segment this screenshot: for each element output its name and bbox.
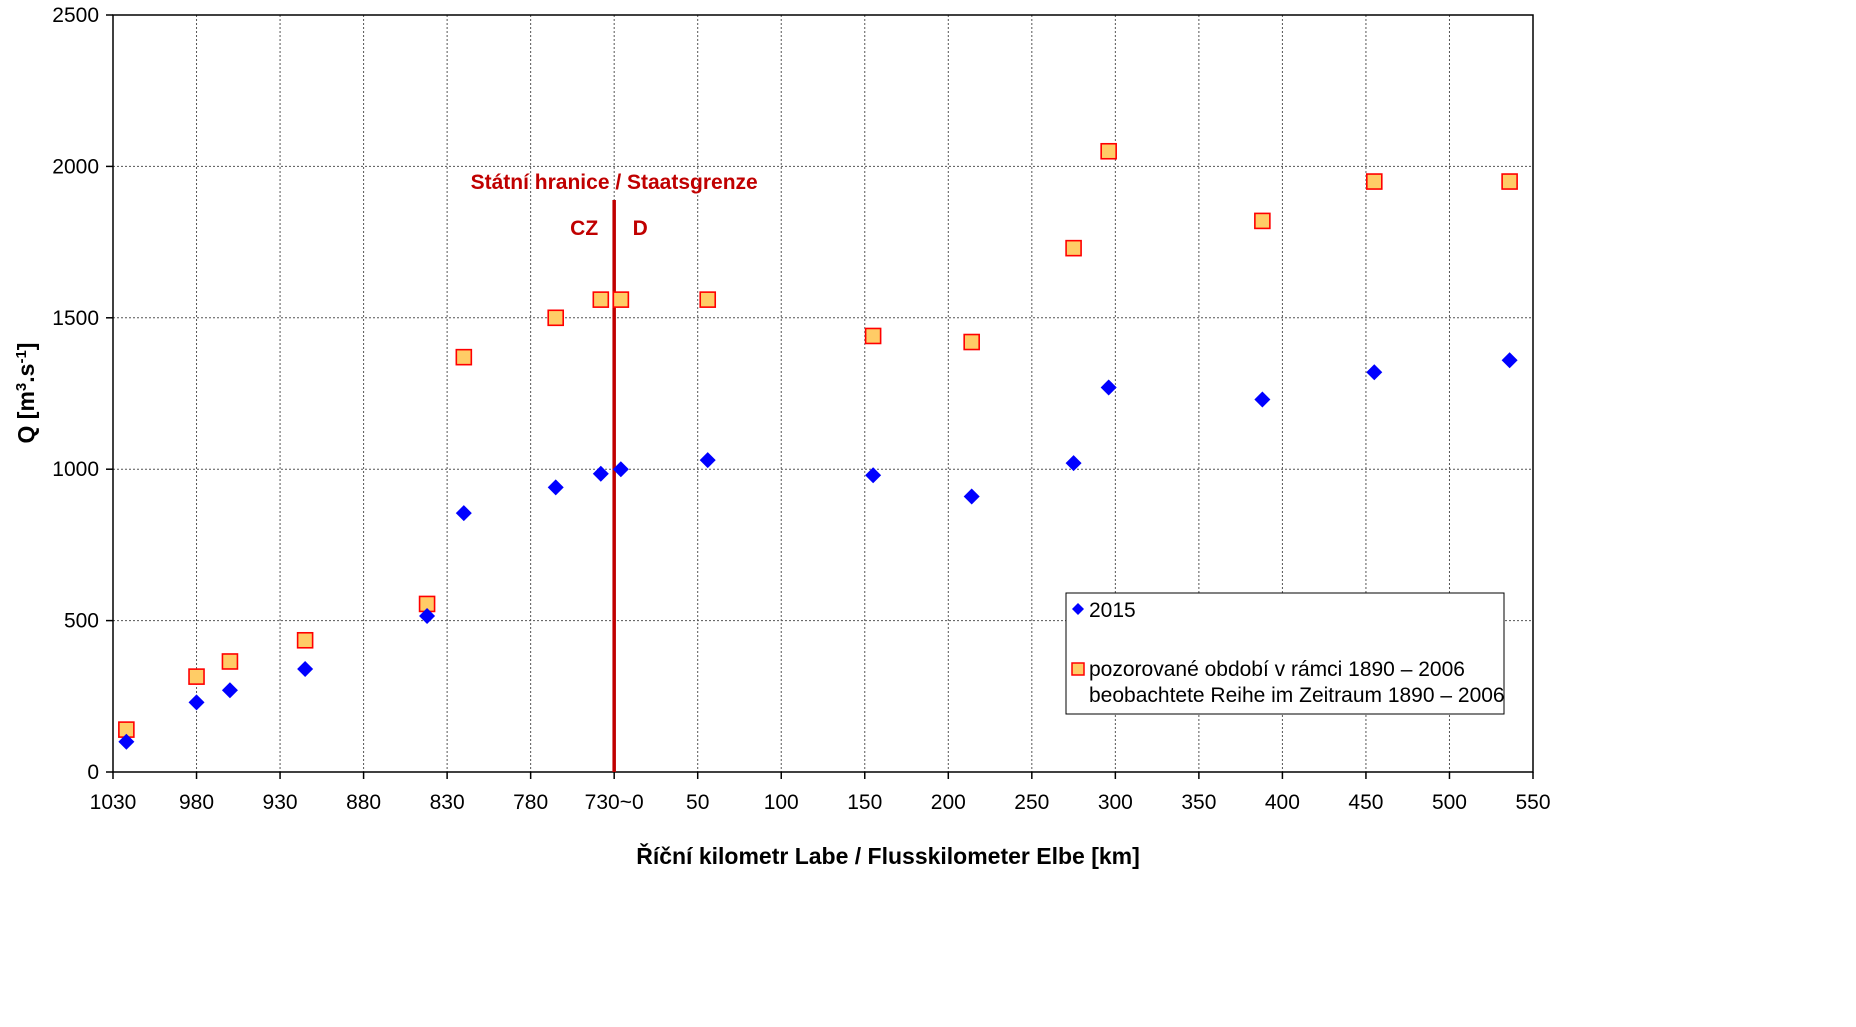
legend: 2015 pozorované období v rámci 1890 – 20… [1065,592,1505,715]
data-point-historical [188,668,205,685]
legend-marker-2015 [1072,603,1084,615]
legend-marker-historical [1071,662,1085,676]
y-axis-title: Q [m3.s-1] [13,343,40,444]
data-point-2015 [1366,364,1383,381]
data-point-2015 [297,661,314,678]
data-point-2015 [699,452,716,469]
x-tick-label: 200 [931,791,966,814]
y-tick-label: 500 [64,610,99,633]
x-tick-label: 300 [1098,791,1133,814]
x-tick-label: 980 [179,791,214,814]
plot-area-border [112,14,1534,773]
x-tick-label: 930 [263,791,298,814]
state-border-label: Státní hranice / Staatsgrenze [471,171,758,194]
data-point-historical [963,333,980,351]
y-axis: 0 500 1000 1500 2000 2500 [52,4,113,784]
x-tick-label: 550 [1515,791,1550,814]
data-point-2015 [592,465,609,482]
x-tick-label: 400 [1265,791,1300,814]
x-tick-label: 250 [1014,791,1049,814]
data-point-2015 [419,608,436,625]
y-tick-label: 2000 [52,155,99,178]
data-point-historical [296,631,314,649]
x-tick-label: 730~0 [585,791,644,814]
data-point-historical [1365,173,1383,190]
data-point-2015 [612,461,629,478]
grid [113,15,1533,772]
x-tick-label: 780 [513,791,548,814]
data-point-historical [1254,212,1271,230]
x-tick-label: 830 [430,791,465,814]
legend-label-historical-line1: pozorované období v rámci 1890 – 2006 [1089,658,1465,681]
x-tick-label: 1030 [90,791,137,814]
x-tick-label: 880 [346,791,381,814]
data-point-2015 [118,733,135,750]
data-point-2015 [1501,352,1518,369]
data-point-historical [455,348,473,366]
x-tick-label: 150 [847,791,882,814]
series-historical [118,142,1518,738]
data-point-historical [592,291,610,308]
data-point-historical [221,653,239,670]
y-tick-label: 0 [87,761,99,784]
data-point-2015 [1065,455,1082,472]
data-point-historical [699,291,717,308]
data-point-2015 [221,682,238,699]
x-tick-label: 100 [764,791,799,814]
data-point-2015 [455,505,472,522]
data-point-historical [1065,239,1082,257]
x-tick-label: 350 [1181,791,1216,814]
y-tick-label: 1500 [52,307,99,330]
data-point-historical [547,309,565,327]
border-label-cz: CZ [570,217,598,240]
legend-box [1065,592,1505,715]
data-point-2015 [1100,379,1117,396]
data-point-2015 [1254,391,1271,408]
data-point-historical [612,291,630,308]
data-point-2015 [963,488,980,505]
legend-label-historical-line2: beobachtete Reihe im Zeitraum 1890 – 200… [1089,684,1505,707]
x-axis: 1030 980 930 880 830 780 730~0 50 100 150 200 250 30… [90,772,1551,814]
legend-label-2015: 2015 [1089,599,1136,622]
y-tick-label: 1000 [52,458,99,481]
x-tick-label: 50 [686,791,709,814]
data-point-historical [1100,142,1117,160]
data-point-2015 [865,467,882,484]
series-2015 [118,352,1518,750]
border-label-d: D [633,217,648,240]
data-point-historical [1501,173,1518,190]
data-point-2015 [188,694,205,711]
y-tick-label: 2500 [52,4,99,27]
data-point-2015 [547,479,564,496]
x-axis-title: Říční kilometr Labe / Flusskilometer Elb… [636,842,1140,869]
x-tick-label: 450 [1348,791,1383,814]
x-tick-label: 500 [1432,791,1467,814]
data-point-historical [864,327,882,345]
